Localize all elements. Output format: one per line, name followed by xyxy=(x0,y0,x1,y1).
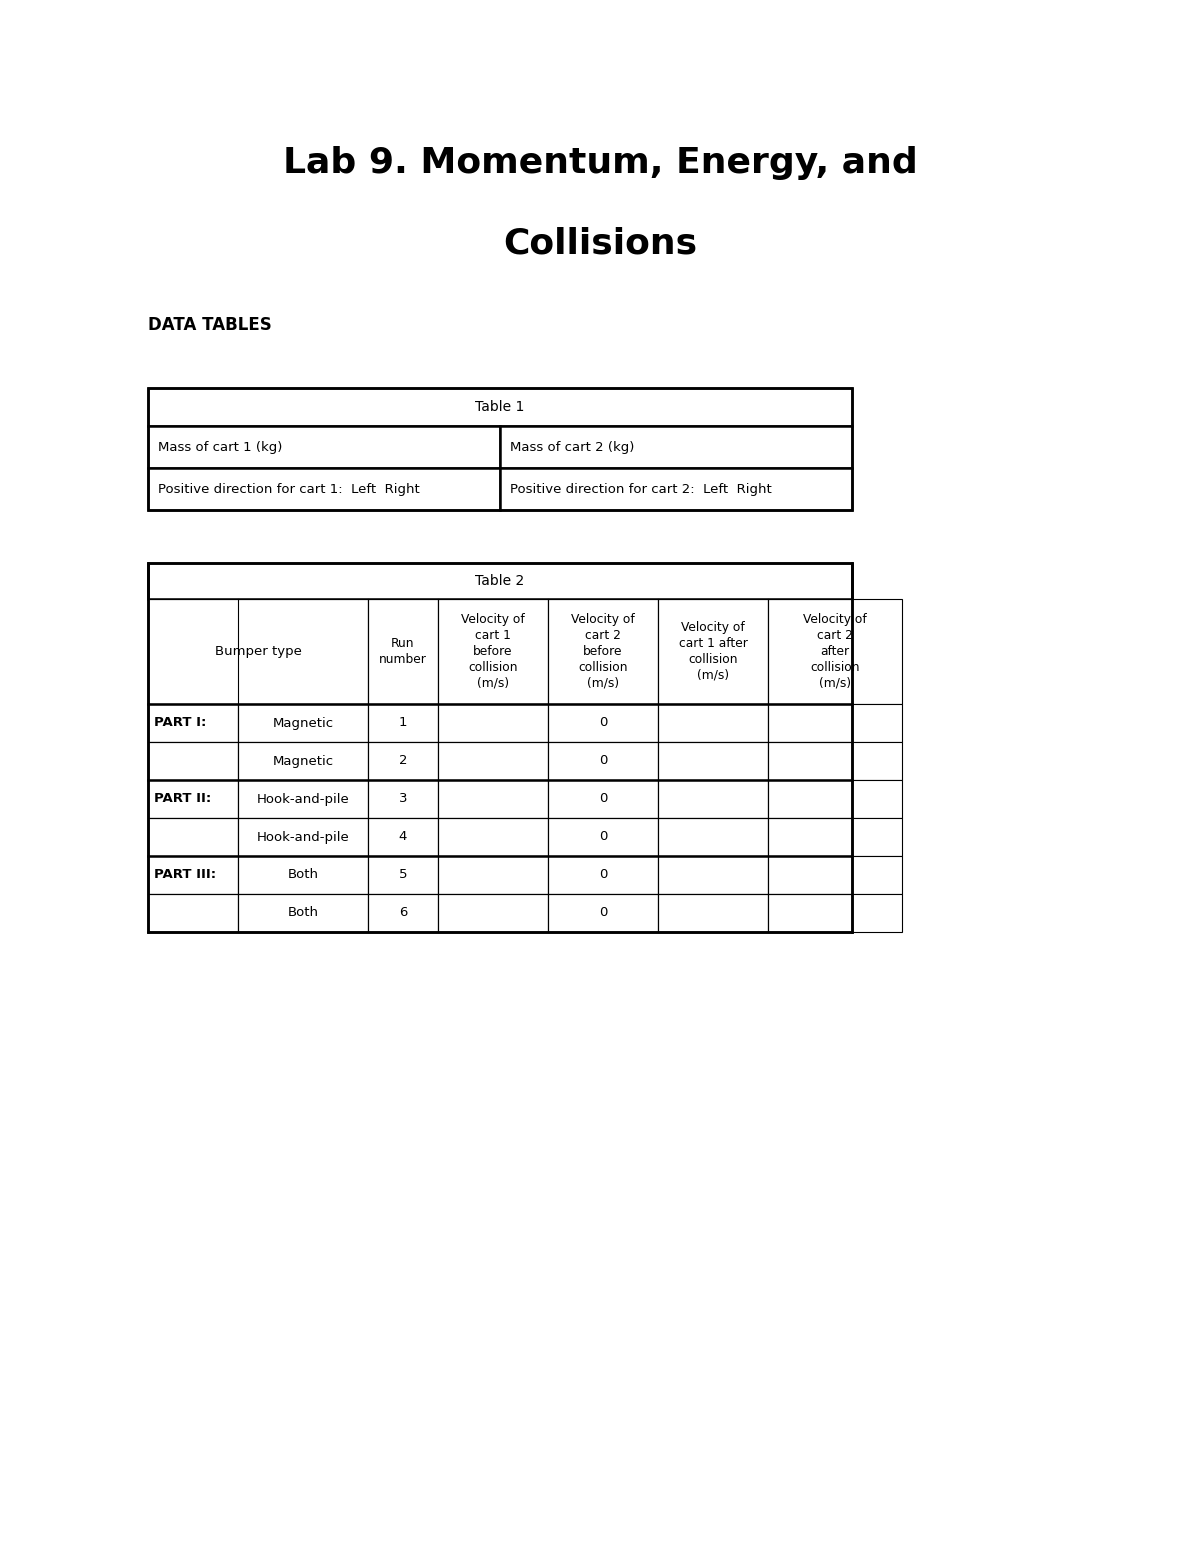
Text: Both: Both xyxy=(288,868,318,882)
Bar xyxy=(238,818,368,856)
Text: Table 2: Table 2 xyxy=(475,575,524,589)
Text: 0: 0 xyxy=(599,868,607,882)
Bar xyxy=(548,780,658,818)
Bar xyxy=(438,818,548,856)
Bar xyxy=(148,599,368,704)
Bar xyxy=(238,895,368,932)
Bar xyxy=(768,895,902,932)
Text: Velocity of
cart 2
before
collision
(m/s): Velocity of cart 2 before collision (m/s… xyxy=(571,613,635,690)
Text: Magnetic: Magnetic xyxy=(272,716,334,730)
Text: 0: 0 xyxy=(599,716,607,730)
Bar xyxy=(548,856,658,895)
Text: Velocity of
cart 1 after
collision
(m/s): Velocity of cart 1 after collision (m/s) xyxy=(678,621,748,682)
Bar xyxy=(238,742,368,780)
Bar xyxy=(658,780,768,818)
Bar xyxy=(148,426,500,467)
Text: Hook-and-pile: Hook-and-pile xyxy=(257,792,349,806)
Bar xyxy=(148,780,238,818)
Text: 1: 1 xyxy=(398,716,407,730)
Bar xyxy=(658,599,768,704)
Bar xyxy=(438,856,548,895)
Bar xyxy=(658,742,768,780)
Bar xyxy=(658,856,768,895)
Bar xyxy=(658,895,768,932)
Bar xyxy=(768,780,902,818)
Bar xyxy=(368,599,438,704)
Bar xyxy=(148,856,238,895)
Text: 0: 0 xyxy=(599,755,607,767)
Text: 3: 3 xyxy=(398,792,407,806)
Bar xyxy=(148,388,852,509)
Bar xyxy=(368,856,438,895)
Bar xyxy=(368,895,438,932)
Bar xyxy=(438,742,548,780)
Bar xyxy=(768,856,902,895)
Text: Hook-and-pile: Hook-and-pile xyxy=(257,831,349,843)
Bar xyxy=(438,895,548,932)
Bar xyxy=(368,742,438,780)
Bar xyxy=(368,780,438,818)
Bar xyxy=(238,704,368,742)
Bar xyxy=(548,599,658,704)
Bar xyxy=(548,818,658,856)
Bar xyxy=(438,599,548,704)
Text: 0: 0 xyxy=(599,792,607,806)
Text: Positive direction for cart 1:  Left  Right: Positive direction for cart 1: Left Righ… xyxy=(158,483,420,495)
Text: Collisions: Collisions xyxy=(503,227,697,259)
Bar xyxy=(500,426,852,467)
Text: 5: 5 xyxy=(398,868,407,882)
Text: 4: 4 xyxy=(398,831,407,843)
Bar xyxy=(548,704,658,742)
Bar xyxy=(768,704,902,742)
Text: Mass of cart 1 (kg): Mass of cart 1 (kg) xyxy=(158,441,282,453)
Text: 0: 0 xyxy=(599,907,607,919)
Text: Positive direction for cart 2:  Left  Right: Positive direction for cart 2: Left Righ… xyxy=(510,483,772,495)
Bar xyxy=(500,467,852,509)
Bar xyxy=(548,895,658,932)
Text: Lab 9. Momentum, Energy, and: Lab 9. Momentum, Energy, and xyxy=(283,146,917,180)
Text: DATA TABLES: DATA TABLES xyxy=(148,315,271,334)
Bar xyxy=(148,895,238,932)
Text: 6: 6 xyxy=(398,907,407,919)
Bar xyxy=(658,704,768,742)
Text: Table 1: Table 1 xyxy=(475,401,524,415)
Bar xyxy=(148,818,238,856)
Bar xyxy=(148,564,852,599)
Bar xyxy=(768,818,902,856)
Bar xyxy=(148,704,238,742)
Bar xyxy=(548,742,658,780)
Text: PART II:: PART II: xyxy=(154,792,211,806)
Bar xyxy=(238,780,368,818)
Text: 2: 2 xyxy=(398,755,407,767)
Bar xyxy=(368,818,438,856)
Bar xyxy=(658,818,768,856)
Text: Magnetic: Magnetic xyxy=(272,755,334,767)
Bar xyxy=(148,564,852,932)
Text: 0: 0 xyxy=(599,831,607,843)
Text: PART I:: PART I: xyxy=(154,716,206,730)
Text: Bumper type: Bumper type xyxy=(215,644,301,658)
Text: Velocity of
cart 2
after
collision
(m/s): Velocity of cart 2 after collision (m/s) xyxy=(803,613,866,690)
Text: Run
number: Run number xyxy=(379,637,427,666)
Bar xyxy=(768,599,902,704)
Bar xyxy=(148,742,238,780)
Bar xyxy=(438,704,548,742)
Bar xyxy=(238,856,368,895)
Bar xyxy=(368,704,438,742)
Text: Velocity of
cart 1
before
collision
(m/s): Velocity of cart 1 before collision (m/s… xyxy=(461,613,524,690)
Bar xyxy=(148,467,500,509)
Text: Both: Both xyxy=(288,907,318,919)
Text: Mass of cart 2 (kg): Mass of cart 2 (kg) xyxy=(510,441,635,453)
Bar xyxy=(438,780,548,818)
Text: PART III:: PART III: xyxy=(154,868,216,882)
Bar xyxy=(148,388,852,426)
Bar xyxy=(768,742,902,780)
